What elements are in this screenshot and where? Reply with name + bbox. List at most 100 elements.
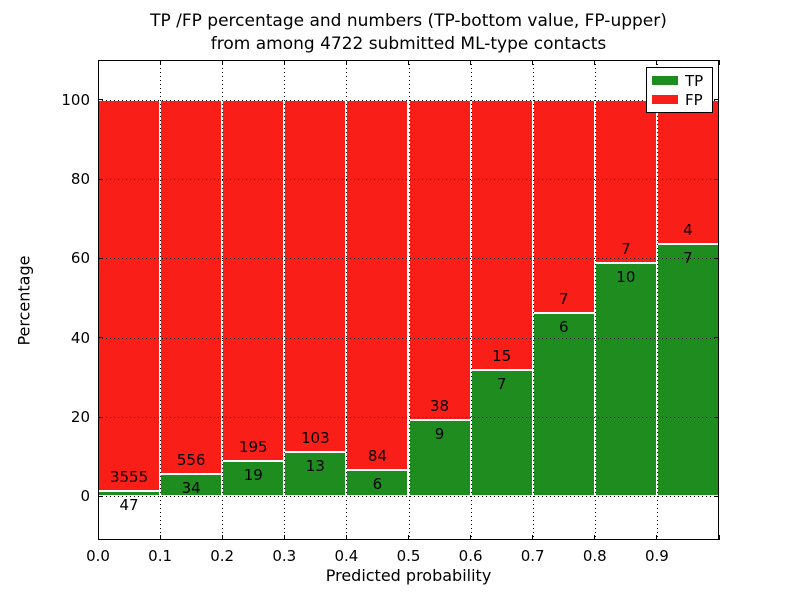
bar-fp-segment [222,99,285,462]
fp-count-label: 103 [301,428,330,447]
fp-count-label: 3555 [109,468,149,487]
fp-swatch-icon [652,95,678,104]
tp-swatch-icon [652,76,678,85]
v-gridline [408,60,410,540]
y-tick-label: 60 [70,249,90,268]
y-tick-mark [98,257,103,259]
x-tick-mark-top [470,60,472,65]
bar-fp-segment [408,99,471,421]
legend-label-fp: FP [685,90,703,109]
x-tick-mark [470,535,472,540]
y-tick-mark [98,495,103,497]
chart-title: TP /FP percentage and numbers (TP-bottom… [98,10,719,56]
tp-count-label: 47 [119,496,139,515]
bar-fp-segment [346,99,409,470]
x-tick-mark-top [656,60,658,65]
x-tick-label: 0.2 [210,547,235,565]
x-tick-label: 0.4 [334,547,359,565]
x-tick-mark-top [408,60,409,65]
bar-fp-segment [532,99,595,314]
x-tick-mark [345,535,347,540]
x-tick-mark-top [97,60,99,65]
y-tick-label: 0 [80,487,90,506]
fp-count-label: 556 [176,450,206,469]
legend: TP FP [646,67,713,113]
bar-fp-segment [594,99,657,263]
bar-tp-segment [470,370,533,497]
bar-fp-segment [98,99,161,492]
tp-count-label: 7 [683,248,693,267]
y-tick-mark-right [714,337,719,339]
x-tick-mark [221,535,223,540]
x-tick-mark-top [221,60,223,65]
bar-tp-segment [222,461,285,497]
y-tick-mark [98,337,103,339]
bar-tp-segment [532,313,595,497]
y-tick-mark-right [714,495,719,497]
x-tick-mark [408,535,409,540]
y-tick-mark-right [714,99,719,101]
x-tick-mark-top [283,60,285,65]
x-tick-label: 0.8 [582,547,607,565]
y-tick-mark [98,99,103,101]
bar-fp-segment [470,99,533,371]
v-gridline [532,60,534,540]
x-tick-label: 0.7 [520,547,545,565]
y-tick-label: 80 [70,170,90,188]
v-gridline [470,60,472,540]
y-tick-mark-right [714,257,719,259]
v-gridline [284,60,286,540]
bar-tp-segment [656,243,719,497]
x-tick-label: 0.0 [86,547,110,565]
v-gridline [222,60,224,540]
x-tick-mark [159,535,161,540]
tp-count-label: 9 [434,425,445,444]
x-tick-mark-top [345,60,347,65]
x-tick-mark [718,535,720,540]
x-tick-mark [97,535,99,540]
tp-count-label: 10 [616,268,636,287]
bar-fp-segment [656,99,719,244]
x-tick-label: 0.9 [644,547,669,565]
y-axis-label: Percentage [14,255,34,346]
y-tick-label: 40 [70,328,90,347]
y-tick-mark-right [714,416,719,418]
x-tick-mark [283,535,285,540]
tp-count-label: 7 [496,375,507,394]
bar-fp-segment [284,99,347,452]
tp-count-label: 13 [305,456,325,475]
chart-title-line2: from among 4722 submitted ML-type contac… [210,34,607,54]
bar-tp-segment [284,451,347,497]
x-tick-mark-top [532,60,534,65]
fp-count-label: 195 [238,438,268,457]
chart-title-line1: TP /FP percentage and numbers (TP-bottom… [150,11,667,31]
legend-label-tp: TP [685,71,704,90]
y-tick-mark [98,178,103,180]
tp-count-label: 34 [181,478,201,497]
bar-tp-segment [594,263,657,497]
fp-count-label: 15 [492,347,512,366]
x-tick-mark [594,535,596,540]
x-tick-label: 0.3 [272,547,297,565]
tp-count-label: 19 [243,466,263,485]
x-tick-mark-top [159,60,161,65]
v-gridline [160,60,162,540]
y-tick-label: 100 [61,90,90,109]
x-tick-label: 0.6 [458,547,483,565]
fp-count-label: 7 [621,240,631,259]
v-gridline [656,60,658,540]
fp-count-label: 7 [558,290,569,309]
plot-area: TP FP 3555 47 556 34 195 19 103 13 84 6 38 9 15 7 7 6 7 1… [97,60,720,540]
fp-count-label: 4 [683,220,693,239]
x-tick-mark [656,535,658,540]
v-gridline [594,60,596,540]
y-tick-label: 20 [70,408,90,427]
x-tick-mark-top [594,60,596,65]
x-axis-label: Predicted probability [325,566,492,585]
y-tick-mark [98,416,103,418]
x-tick-label: 0.5 [396,547,421,565]
tp-count-label: 6 [372,474,383,493]
v-gridline [346,60,348,540]
x-tick-mark [532,535,534,540]
